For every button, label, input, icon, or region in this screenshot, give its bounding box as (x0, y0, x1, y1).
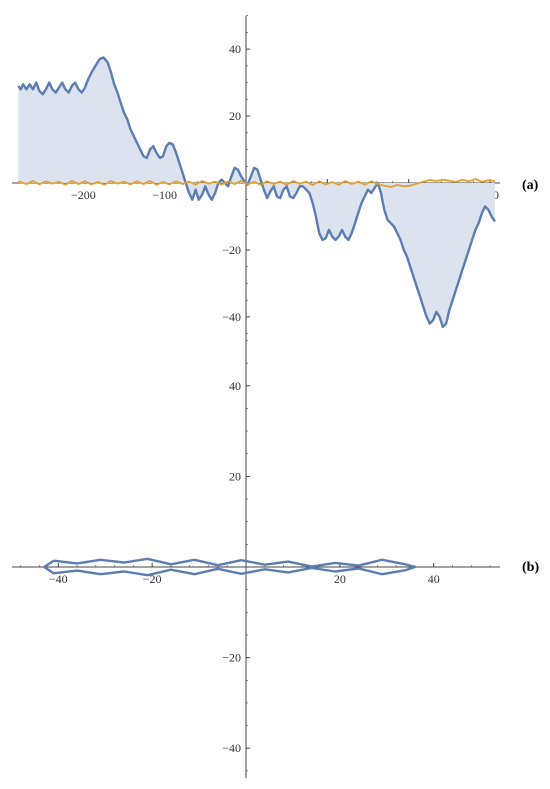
y-tick-label: 40 (229, 42, 241, 56)
panel-b-label: (b) (522, 560, 539, 575)
y-tick-label: −40 (222, 310, 241, 324)
series-line (18, 178, 495, 188)
y-tick-label: −20 (222, 651, 241, 665)
series-line (17, 56, 496, 329)
x-tick-label: 40 (428, 572, 440, 586)
y-tick-label: 40 (229, 379, 241, 393)
series-line (43, 557, 417, 577)
panel-a-label: (a) (522, 178, 539, 193)
x-tick-label: −100 (152, 188, 177, 202)
x-tick-label: −40 (49, 572, 68, 586)
x-tick-label: −200 (71, 188, 96, 202)
y-tick-label: 20 (229, 469, 241, 483)
y-tick-label: −20 (222, 243, 241, 257)
y-tick-label: 20 (229, 109, 241, 123)
y-tick-label: −40 (222, 741, 241, 755)
series-fill (18, 57, 495, 327)
x-tick-label: 20 (334, 572, 346, 586)
